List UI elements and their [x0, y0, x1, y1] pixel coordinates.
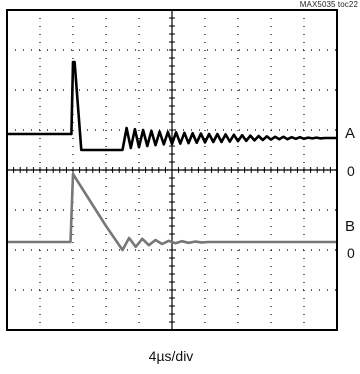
trace-a-zero-label: 0	[347, 163, 355, 179]
trace-b-label: B	[345, 218, 356, 235]
plot-frame	[6, 9, 338, 331]
trace-layer	[7, 60, 337, 252]
trace-a-label: A	[345, 125, 356, 142]
trace-b-zero-label: 0	[347, 245, 355, 261]
trace-a-line	[7, 60, 337, 152]
x-axis-label: 4µs/div	[148, 348, 194, 364]
graticule-grid	[7, 10, 337, 330]
figure-id: MAX5035 toc22	[299, 0, 358, 9]
trace-b-line	[7, 172, 337, 252]
